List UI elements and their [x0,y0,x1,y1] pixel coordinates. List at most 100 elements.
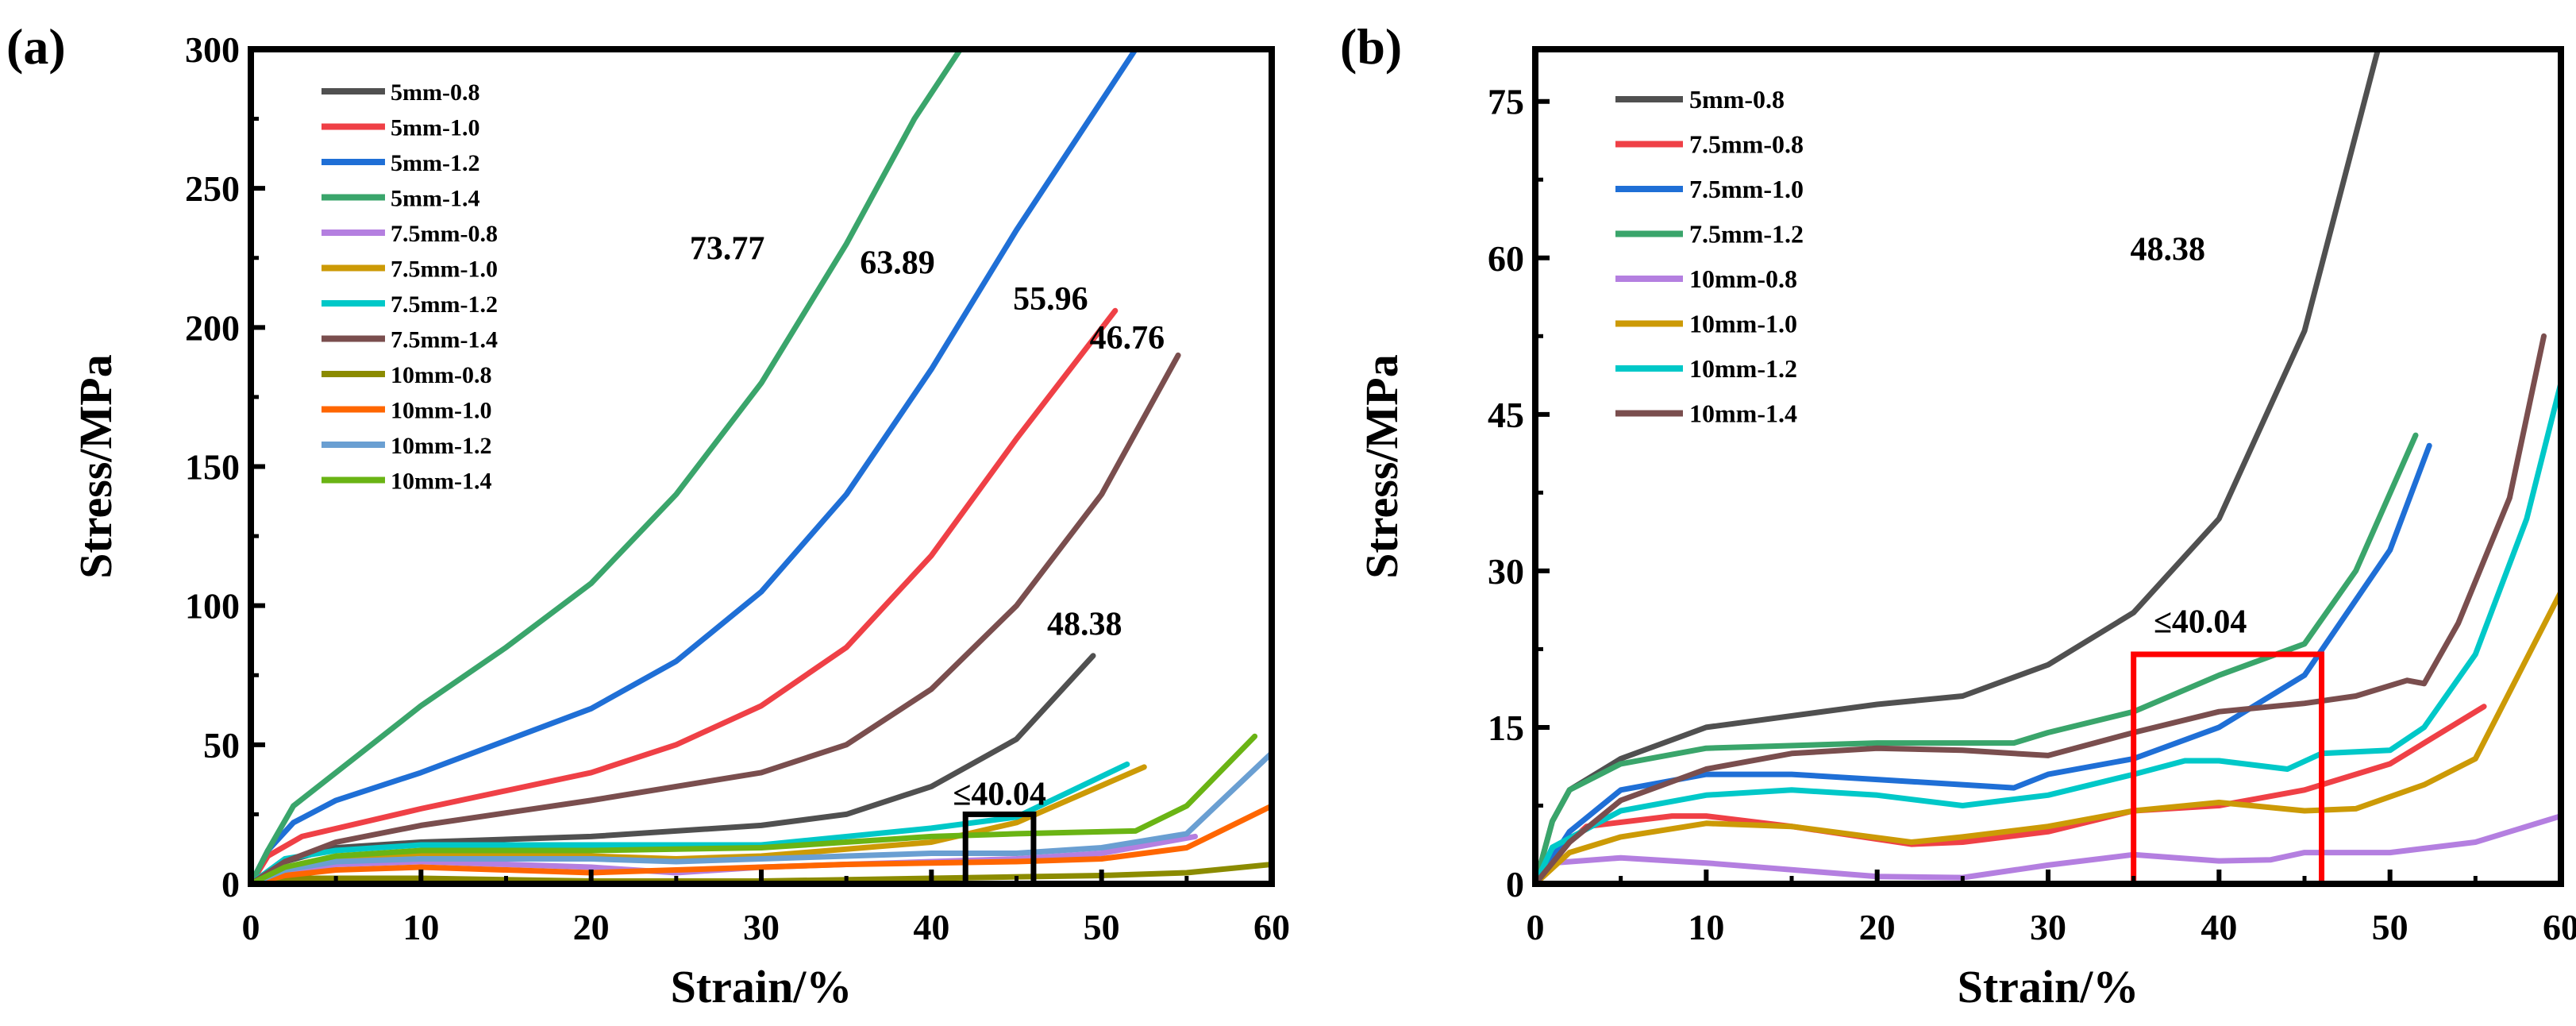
series-line-7.5mm-1.0 [1535,442,2432,884]
y-tick-label: 0 [1506,864,1524,904]
legend-label: 7.5mm-1.0 [1689,175,1804,203]
y-tick-label: 15 [1488,708,1524,748]
legend-item: 10mm-1.0 [1615,310,1797,338]
y-tick-label: 0 [221,864,240,904]
data-label: ≤40.04 [2154,604,2247,641]
legend-label: 7.5mm-1.0 [391,256,498,283]
legend-label: 7.5mm-1.2 [391,291,498,318]
y-tick-label: 100 [185,586,240,627]
series-line-10mm-1.2 [251,750,1272,884]
legend-label: 10mm-1.2 [1689,354,1797,383]
y-tick-label: 45 [1488,395,1524,435]
legend-item: 5mm-1.4 [322,186,479,212]
x-tick-label: 60 [1253,907,1290,947]
series-line-7.5mm-1.2 [1535,432,2419,884]
data-label: 63.89 [860,245,935,281]
series-line-10mm-1.4 [251,733,1258,884]
legend-item: 5mm-1.0 [322,115,479,141]
data-label: 73.77 [690,231,765,268]
y-tick-label: 150 [185,447,240,488]
y-tick-label: 75 [1488,82,1524,122]
legend-item: 7.5mm-0.8 [1615,130,1804,159]
data-label: ≤40.04 [953,776,1046,812]
series-line-7.5mm-1.4 [251,352,1181,884]
legend-item: 10mm-1.2 [1615,354,1797,383]
legend-label: 10mm-0.8 [1689,264,1797,293]
legend-label: 7.5mm-0.8 [1689,130,1804,159]
legend-item: 5mm-0.8 [1615,85,1785,114]
series-line-5mm-1.4 [251,49,964,884]
legend-item: 7.5mm-1.0 [322,256,498,283]
series-line-7.5mm-0.8 [1535,704,2487,884]
x-tick-label: 20 [1859,907,1896,947]
y-tick-label: 50 [203,725,240,766]
legend-label: 10mm-1.2 [391,433,491,459]
legend-label: 10mm-1.0 [391,398,491,424]
legend-item: 7.5mm-1.2 [1615,220,1804,249]
legend-label: 10mm-0.8 [391,362,491,388]
x-axis-title: Strain/% [671,961,853,1012]
y-tick-label: 60 [1488,238,1524,279]
legend-label: 7.5mm-0.8 [391,221,498,247]
legend-label: 10mm-1.0 [1689,310,1797,338]
x-tick-label: 40 [2201,907,2237,947]
legend: 5mm-0.8 5mm-1.0 5mm-1.2 5mm-1.4 7.5mm-0.8 7.5… [322,79,498,495]
x-tick-label: 30 [2030,907,2066,947]
legend-label: 5mm-0.8 [1689,85,1785,114]
y-axis-title: Stress/MPa [70,354,121,578]
legend-item: 7.5mm-1.0 [1615,175,1804,203]
panel-b: (b) 0 10 20 30 40 50 60 0 15 30 45 60 75 Strain/% Stres… [1340,18,2576,1012]
legend-label: 7.5mm-1.4 [391,327,498,353]
x-tick-label: 20 [573,907,610,947]
data-label: 55.96 [1013,281,1088,318]
legend-label: 10mm-1.4 [391,469,491,495]
x-tick-label: 10 [402,907,439,947]
legend-item: 10mm-1.4 [1615,399,1797,428]
x-tick-label: 50 [1084,907,1120,947]
legend-label: 10mm-1.4 [1689,399,1797,428]
series-line-5mm-1.2 [251,49,1138,884]
legend-label: 7.5mm-1.2 [1689,220,1804,249]
legend-item: 10mm-1.2 [322,433,491,459]
x-tick-label: 0 [1527,907,1545,947]
legend-label: 5mm-0.8 [391,79,479,106]
panel-label: (a) [6,18,66,75]
legend-item: 5mm-0.8 [322,79,479,106]
series-line-10mm-1.2 [1535,380,2561,884]
legend-item: 7.5mm-0.8 [322,221,498,247]
x-tick-label: 30 [743,907,780,947]
x-tick-label: 60 [2543,907,2576,947]
legend-label: 5mm-1.4 [391,186,479,212]
x-tick-label: 0 [242,907,260,947]
series-line-5mm-1.0 [251,307,1119,884]
legend-label: 5mm-1.0 [391,115,479,141]
legend-item: 10mm-0.8 [1615,264,1797,293]
x-axis-title: Strain/% [1958,961,2139,1012]
series-line-10mm-0.8 [1535,813,2561,884]
legend-item: 10mm-1.0 [322,398,491,424]
data-label: 48.38 [1047,607,1122,643]
data-label: 46.76 [1090,320,1165,357]
panel-a: (a) 0 10 20 30 40 50 60 0 50 100 150 200 250 300 Strain… [6,18,1290,1012]
series-line-10mm-1.4 [1535,333,2547,884]
y-tick-label: 300 [185,29,240,70]
x-tick-label: 10 [1688,907,1724,947]
panel-label: (b) [1340,18,1402,75]
legend-item: 10mm-0.8 [322,362,491,388]
legend-label: 5mm-1.2 [391,150,479,176]
legend-item: 5mm-1.2 [322,150,479,176]
y-axis-title: Stress/MPa [1356,354,1407,578]
legend-item: 7.5mm-1.4 [322,327,498,353]
series-group [251,49,1272,884]
series-line-10mm-1.0 [1535,588,2561,884]
legend: 5mm-0.8 7.5mm-0.8 7.5mm-1.0 7.5mm-1.2 10mm-0… [1615,85,1804,428]
x-tick-label: 50 [2372,907,2409,947]
series-line-10mm-1.0 [251,803,1272,884]
y-tick-label: 30 [1488,551,1524,592]
y-tick-label: 250 [185,168,240,209]
data-label: 48.38 [2130,232,2205,268]
legend-item: 10mm-1.4 [322,469,491,495]
x-tick-label: 40 [913,907,949,947]
y-tick-label: 200 [185,307,240,348]
